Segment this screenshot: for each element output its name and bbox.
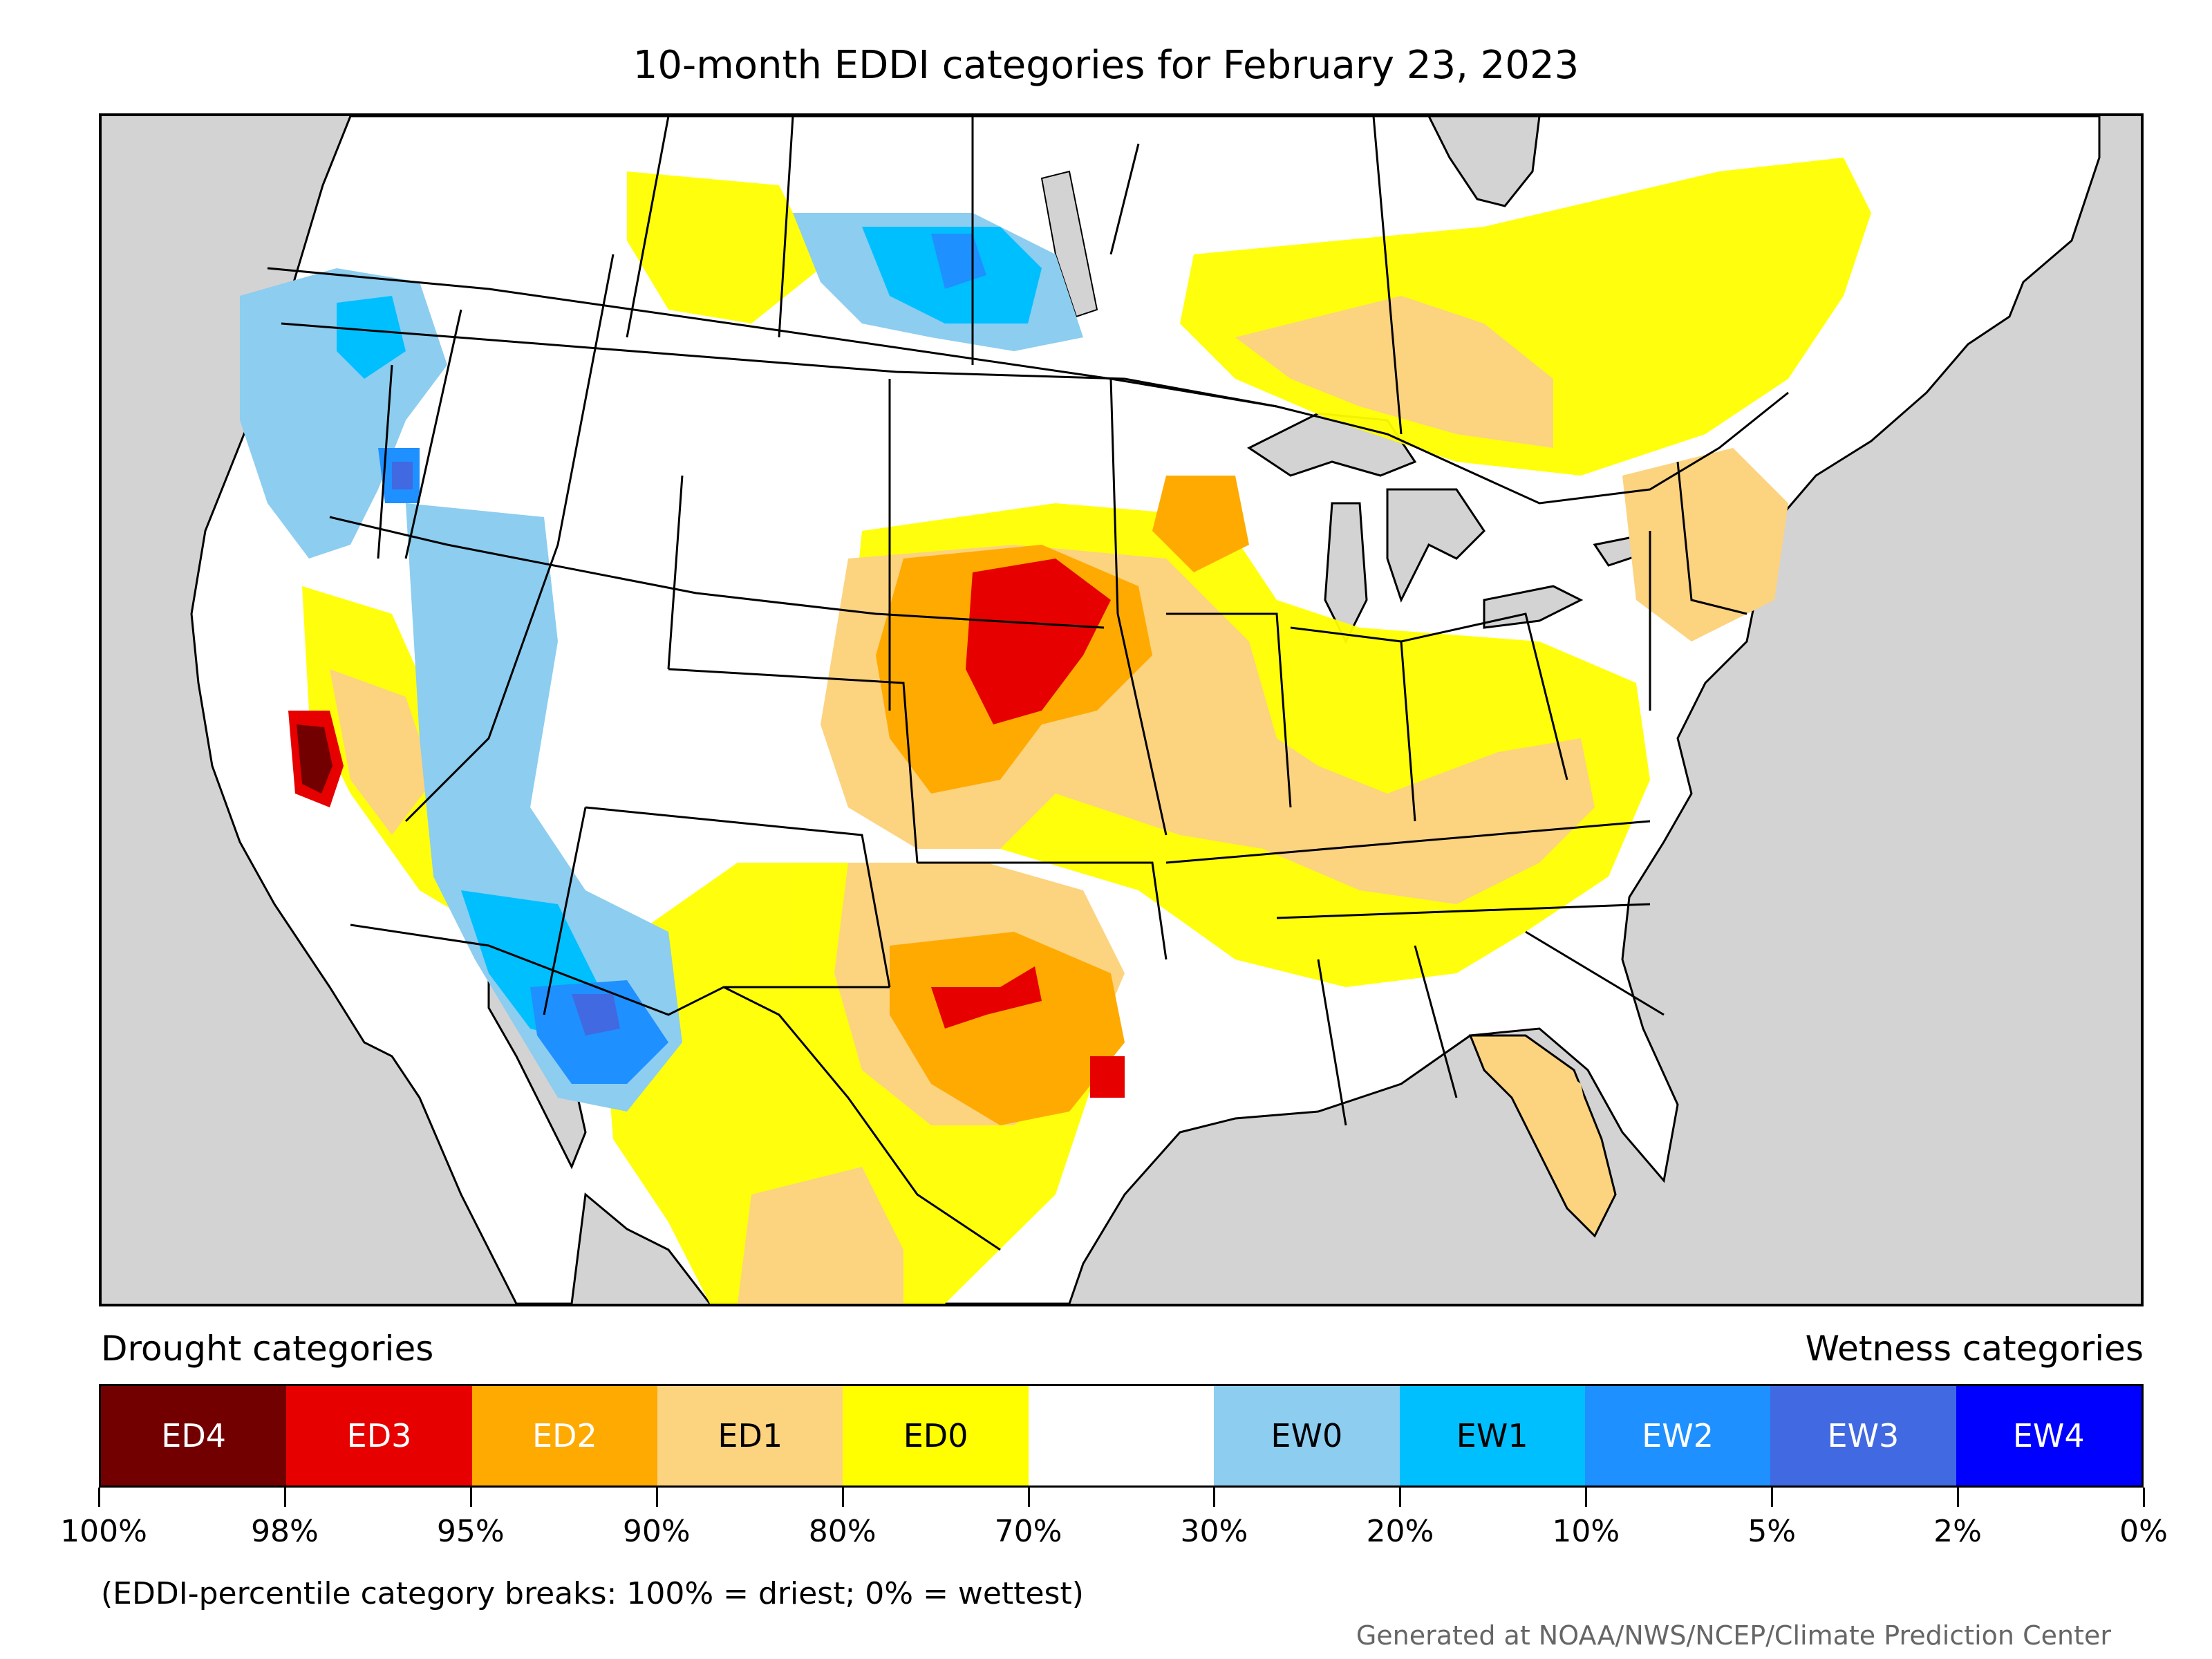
colorbar-tick [655, 1488, 658, 1507]
colorbar-tick [1399, 1488, 1402, 1507]
ew3-regions [392, 462, 620, 1035]
colorbar-tick-label: 10% [1552, 1514, 1620, 1549]
colorbar-segment-ew3: EW3 [1770, 1386, 1956, 1485]
drought-categories-heading: Drought categories [101, 1329, 434, 1369]
colorbar-segment-ed3: ED3 [286, 1386, 472, 1485]
colorbar-tick [1585, 1488, 1588, 1507]
category-breaks-footnote: (EDDI-percentile category breaks: 100% =… [101, 1576, 1084, 1611]
colorbar-tick-label: 70% [994, 1514, 1062, 1549]
colorbar-segment-ew4: EW4 [1956, 1386, 2141, 1485]
mexico-us-border [350, 924, 1001, 1251]
colorbar-tick-label: 100% [60, 1514, 147, 1549]
colorbar-tick [1213, 1488, 1216, 1507]
colorbar-tick [1957, 1488, 1960, 1507]
colorbar-tick-label: 80% [808, 1514, 877, 1549]
colorbar-segment-neutral [1028, 1386, 1215, 1485]
colorbar-segment-ed2: ED2 [471, 1386, 658, 1485]
noaa-credit: Generated at NOAA/NWS/NCEP/Climate Predi… [1356, 1620, 2111, 1651]
colorbar-tick-label: 95% [436, 1514, 505, 1549]
colorbar-tick [98, 1488, 100, 1507]
colorbar-tick-label: 98% [251, 1514, 319, 1549]
colorbar-segment-ew2: EW2 [1584, 1386, 1771, 1485]
colorbar-tick-label: 5% [1747, 1514, 1797, 1549]
colorbar-tick [283, 1488, 286, 1507]
colorbar-tick [841, 1488, 844, 1507]
colorbar-tick [469, 1488, 472, 1507]
colorbar-segment-ed1: ED1 [657, 1386, 843, 1485]
colorbar-ticks [98, 1488, 2145, 1508]
colorbar-tick-label: 30% [1180, 1514, 1248, 1549]
map-title: 10-month EDDI categories for February 23… [632, 43, 1580, 88]
ed4-regions [297, 724, 332, 794]
colorbar-segment-ew0: EW0 [1214, 1386, 1400, 1485]
colorbar-tick-label: 90% [622, 1514, 691, 1549]
map-canvas [102, 116, 2141, 1304]
colorbar-segment-ew1: EW1 [1399, 1386, 1585, 1485]
colorbar-segment-ed0: ED0 [843, 1386, 1029, 1485]
colorbar-tick [1027, 1488, 1030, 1507]
category-colorbar: ED4 ED3 ED2 ED1 ED0 EW0 EW1 EW2 EW3 EW4 [99, 1384, 2144, 1488]
colorbar-segment-ed4: ED4 [101, 1386, 287, 1485]
colorbar-tick-label: 20% [1366, 1514, 1434, 1549]
colorbar-tick [1771, 1488, 1774, 1507]
state-borders [281, 116, 1747, 1126]
colorbar-tick-label: 0% [2119, 1514, 2168, 1549]
great-lakes [1247, 412, 1673, 644]
hudson-bay [1427, 116, 1541, 207]
canada-us-border [267, 267, 1789, 505]
colorbar-tick-label: 2% [1933, 1514, 1982, 1549]
wetness-categories-heading: Wetness categories [1805, 1329, 2144, 1369]
colorbar-tick [2143, 1488, 2145, 1507]
eddi-map [99, 113, 2144, 1306]
